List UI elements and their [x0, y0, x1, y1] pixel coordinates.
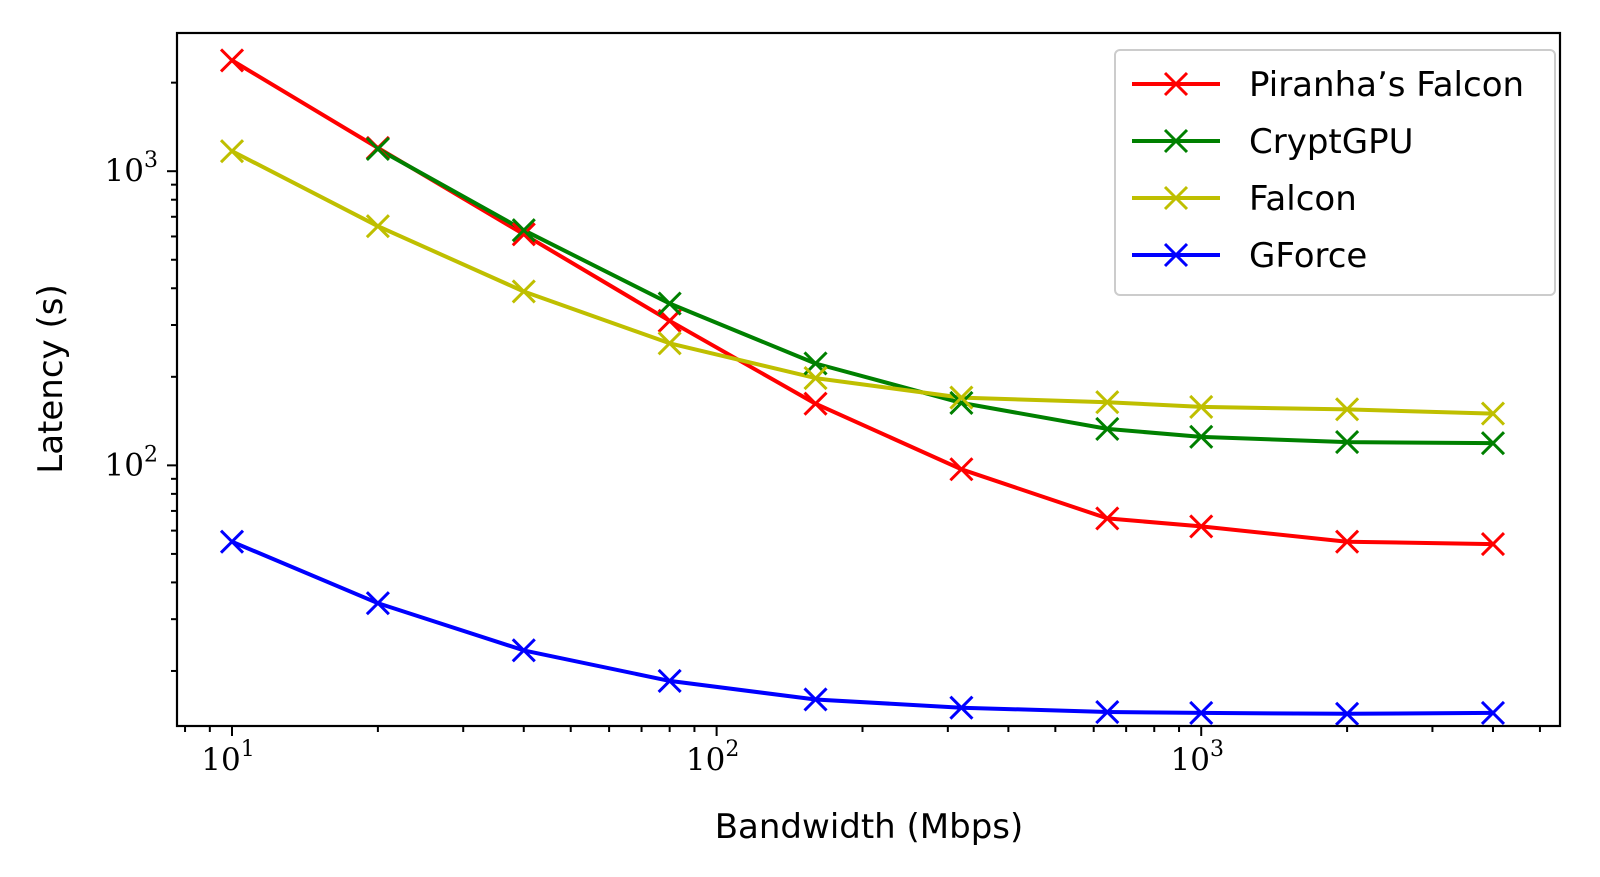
- marker-gforce: [1480, 700, 1506, 725]
- x-tick-label: 101: [201, 737, 254, 778]
- legend-entry-gforce: GForce: [1132, 236, 1367, 276]
- legend-label: GForce: [1249, 236, 1367, 276]
- x-axis-label: Bandwidth (Mbps): [715, 807, 1024, 847]
- legend-entry-falcon: Falcon: [1132, 179, 1357, 219]
- marker-cryptgpu: [1189, 424, 1214, 449]
- y-axis-ticks: 102 103: [105, 81, 177, 672]
- legend-marker: [1163, 71, 1189, 97]
- marker-piranha-s-falcon: [1335, 529, 1360, 554]
- marker-cryptgpu: [657, 291, 682, 316]
- marker-falcon: [219, 139, 245, 164]
- marker-cryptgpu: [365, 136, 390, 162]
- y-tick-label: 102: [105, 442, 158, 483]
- series-line-falcon: [231, 149, 1494, 416]
- x-tick-label: 103: [1170, 737, 1223, 778]
- legend-entry-cryptgpu: CryptGPU: [1132, 122, 1414, 162]
- legend-label: Falcon: [1249, 179, 1357, 219]
- legend-marker: [1163, 128, 1189, 154]
- marker-gforce: [365, 591, 390, 616]
- marker-piranha-s-falcon: [219, 48, 245, 73]
- legend-entry-piranha-s-falcon: Piranha’s Falcon: [1132, 65, 1524, 105]
- series-line-gforce: [231, 539, 1494, 716]
- marker-piranha-s-falcon: [949, 457, 974, 482]
- marker-gforce: [1189, 700, 1214, 725]
- marker-piranha-s-falcon: [1189, 514, 1214, 539]
- marker-piranha-s-falcon: [1480, 532, 1506, 557]
- marker-falcon: [365, 214, 390, 239]
- y-axis-label: Latency (s): [31, 284, 71, 473]
- marker-gforce: [1095, 699, 1120, 725]
- marker-falcon: [657, 331, 682, 356]
- marker-falcon: [1095, 390, 1120, 415]
- marker-gforce: [1335, 701, 1360, 726]
- marker-gforce: [949, 695, 974, 720]
- x-axis-ticks: 101 102 103: [184, 726, 1541, 778]
- marker-cryptgpu: [1095, 416, 1120, 441]
- marker-falcon: [1335, 397, 1360, 422]
- series-markers: [219, 48, 1506, 726]
- marker-falcon: [803, 366, 828, 391]
- marker-piranha-s-falcon: [511, 222, 536, 247]
- marker-gforce: [657, 668, 682, 693]
- plot-frame: [175, 31, 1562, 728]
- legend-label: Piranha’s Falcon: [1249, 65, 1524, 105]
- marker-falcon: [1189, 394, 1214, 419]
- series-lines: [230, 58, 1494, 716]
- marker-gforce: [219, 529, 245, 554]
- legend-label: CryptGPU: [1249, 122, 1414, 162]
- marker-cryptgpu: [1480, 431, 1506, 456]
- marker-gforce: [511, 638, 536, 663]
- legend-box: [1114, 49, 1556, 296]
- marker-piranha-s-falcon: [803, 391, 828, 416]
- marker-falcon: [949, 385, 974, 410]
- y-tick-label: 103: [105, 148, 158, 189]
- marker-piranha-s-falcon: [657, 308, 682, 333]
- legend-marker: [1163, 242, 1189, 268]
- marker-gforce: [803, 687, 828, 712]
- marker-cryptgpu: [511, 218, 536, 243]
- marker-falcon: [511, 279, 536, 304]
- marker-falcon: [1480, 401, 1506, 426]
- legend-entries: Piranha’s Falcon CryptGPU Falcon GForce: [1132, 65, 1524, 276]
- x-tick-label: 102: [686, 737, 739, 778]
- legend-marker: [1163, 185, 1189, 211]
- legend: Piranha’s Falcon CryptGPU Falcon GForce: [1114, 49, 1556, 296]
- marker-cryptgpu: [1335, 430, 1360, 455]
- marker-cryptgpu: [949, 390, 974, 416]
- marker-piranha-s-falcon: [1095, 506, 1120, 531]
